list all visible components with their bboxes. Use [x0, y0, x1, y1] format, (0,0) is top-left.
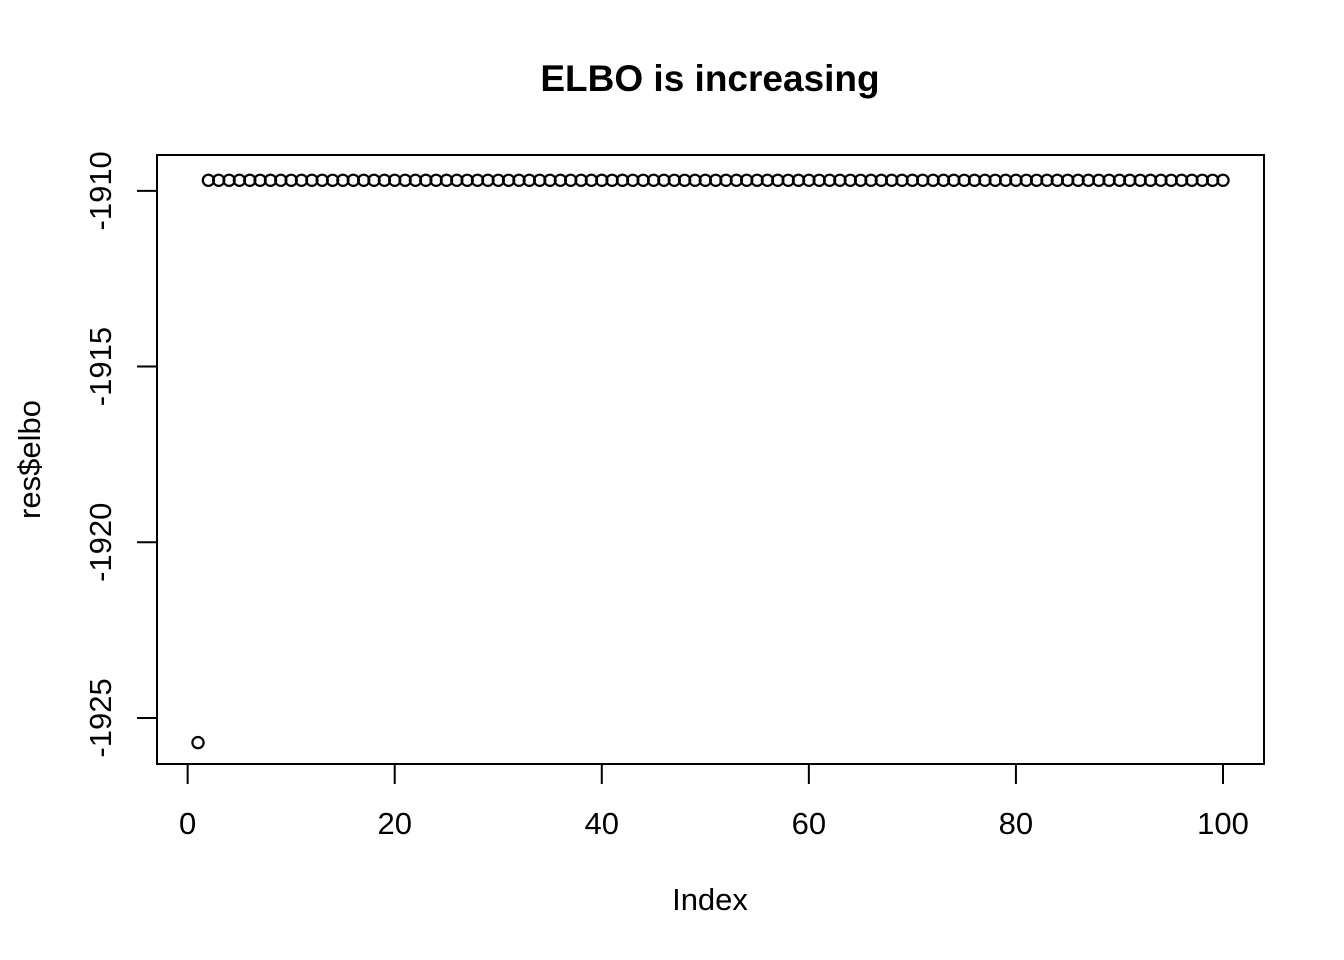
plot-area-border	[156, 154, 1265, 765]
x-tick-label: 20	[377, 806, 411, 841]
y-axis: -1910 -1915 -1920 -1925	[83, 151, 157, 758]
y-tick-label: -1915	[83, 327, 118, 406]
data-point	[191, 735, 205, 750]
x-tick-label: 80	[999, 806, 1033, 841]
x-axis-title: Index	[672, 882, 748, 917]
data-point	[1216, 173, 1230, 187]
data-points	[191, 173, 1230, 750]
chart-title: ELBO is increasing	[540, 58, 879, 99]
y-axis-title: res$elbo	[12, 400, 47, 519]
y-tick-label: -1910	[83, 151, 118, 230]
x-tick-label: 40	[585, 806, 619, 841]
x-tick-label: 100	[1197, 806, 1249, 841]
x-axis: 0 20 40 60 80 100	[179, 764, 1249, 841]
x-tick-label: 0	[179, 806, 196, 841]
y-tick-label: -1920	[83, 503, 118, 582]
y-tick-label: -1925	[83, 678, 118, 757]
x-tick-label: 60	[792, 806, 826, 841]
